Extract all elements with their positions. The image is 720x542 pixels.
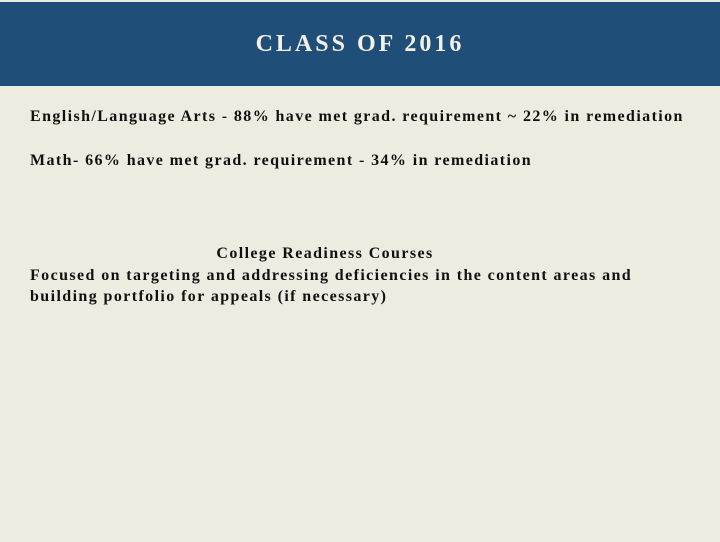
math-met-phrase: have met grad. requirement — [127, 152, 354, 169]
ela-stats: English/Language Arts - 88% have met gra… — [30, 106, 690, 128]
math-subject: Math — [30, 152, 73, 169]
math-stats: Math- 66% have met grad. requirement - 3… — [30, 150, 690, 172]
math-remediation-phrase: in remediation — [413, 152, 532, 169]
math-met-pct: 66% — [85, 152, 121, 169]
ela-met-pct: 88% — [234, 108, 270, 125]
ela-remediation-phrase: in remediation — [565, 108, 684, 125]
ela-subject: English/Language Arts — [30, 108, 216, 125]
title-bar: CLASS OF 2016 — [0, 2, 720, 86]
ela-sep: ~ — [508, 108, 518, 125]
page-title: CLASS OF 2016 — [256, 31, 465, 58]
readiness-body: Focused on targeting and addressing defi… — [30, 267, 632, 306]
readiness-block: College Readiness Courses Focused on tar… — [30, 243, 690, 308]
sep-dash: - — [73, 152, 85, 169]
readiness-heading: College Readiness Courses — [30, 243, 690, 265]
math-remediation-pct: 34% — [371, 152, 407, 169]
ela-remediation-pct: 22% — [523, 108, 559, 125]
ela-met-phrase: have met grad. requirement — [276, 108, 503, 125]
sep-dash: - — [222, 108, 234, 125]
math-sep: - — [359, 152, 366, 169]
slide-body: English/Language Arts - 88% have met gra… — [0, 86, 720, 308]
